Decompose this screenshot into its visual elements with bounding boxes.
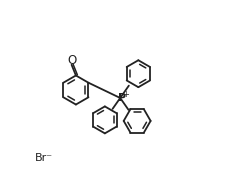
Text: O: O	[67, 54, 76, 67]
Text: +: +	[121, 90, 128, 99]
Text: P: P	[117, 93, 125, 103]
Text: Br⁻: Br⁻	[35, 153, 53, 163]
